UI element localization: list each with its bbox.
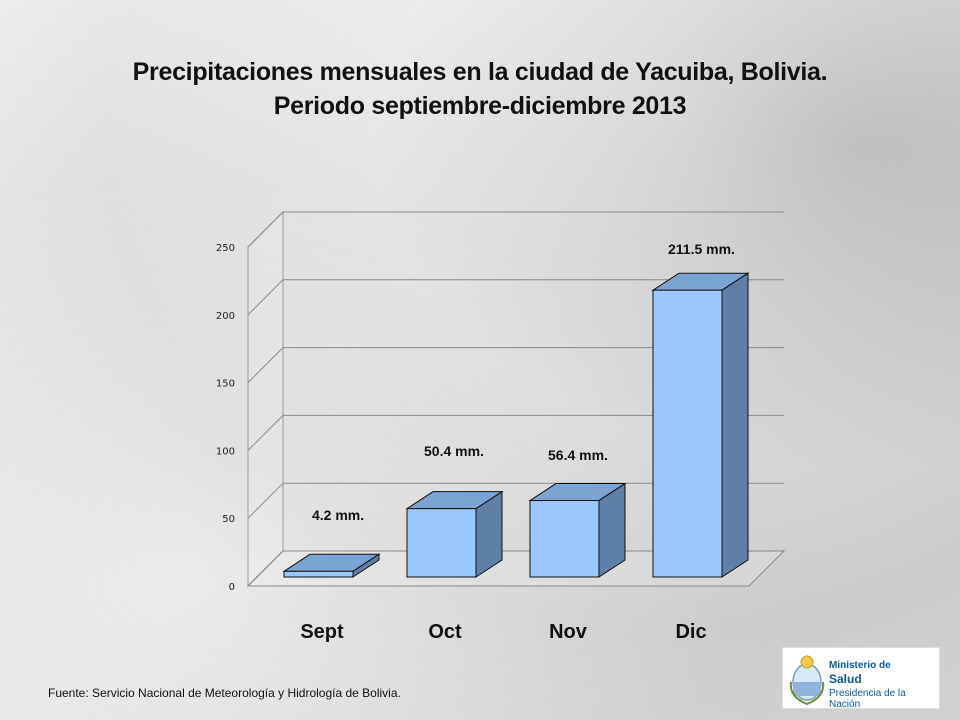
gridline [247,347,784,383]
logo-text-salud: Salud [829,672,862,686]
y-tick-label: 100 [216,446,235,457]
bar [406,508,477,578]
chart-left-wall [247,210,284,588]
ministry-logo: Ministerio de Salud Presidencia de la Na… [782,647,940,710]
y-tick-label: 200 [216,311,235,322]
bar [283,570,354,578]
y-tick-label: 250 [216,243,235,254]
logo-text-ministerio: Ministerio de [829,660,891,671]
bar-data-label: 50.4 mm. [424,443,484,459]
y-tick-label: 0 [229,582,235,593]
y-tick-label: 150 [216,379,235,390]
chart-floor [246,550,786,587]
gridline [247,279,784,316]
gridline [247,211,784,248]
y-tick-label: 50 [222,514,235,525]
bar-data-label: 4.2 mm. [312,507,364,523]
national-seal-icon [789,655,825,706]
gridline [247,414,784,451]
bar-data-label: 56.4 mm. [548,447,608,463]
x-category-label: Sept [300,621,344,643]
chart-title-line1: Precipitaciones mensuales en la ciudad d… [132,58,828,86]
logo-text-presidencia: Presidencia de la Nación [829,688,906,710]
chart-title-line2: Periodo septiembre-diciembre 2013 [273,92,687,120]
source-footnote: Fuente: Servicio Nacional de Meteorologí… [48,686,401,700]
bar [529,500,600,578]
bar [652,289,723,578]
x-category-label: Dic [675,621,706,643]
bar-side [721,272,749,578]
bar-side [598,482,626,578]
x-category-label: Nov [549,621,588,643]
bar-data-label: 211.5 mm. [668,241,735,257]
x-category-label: Oct [428,621,462,643]
